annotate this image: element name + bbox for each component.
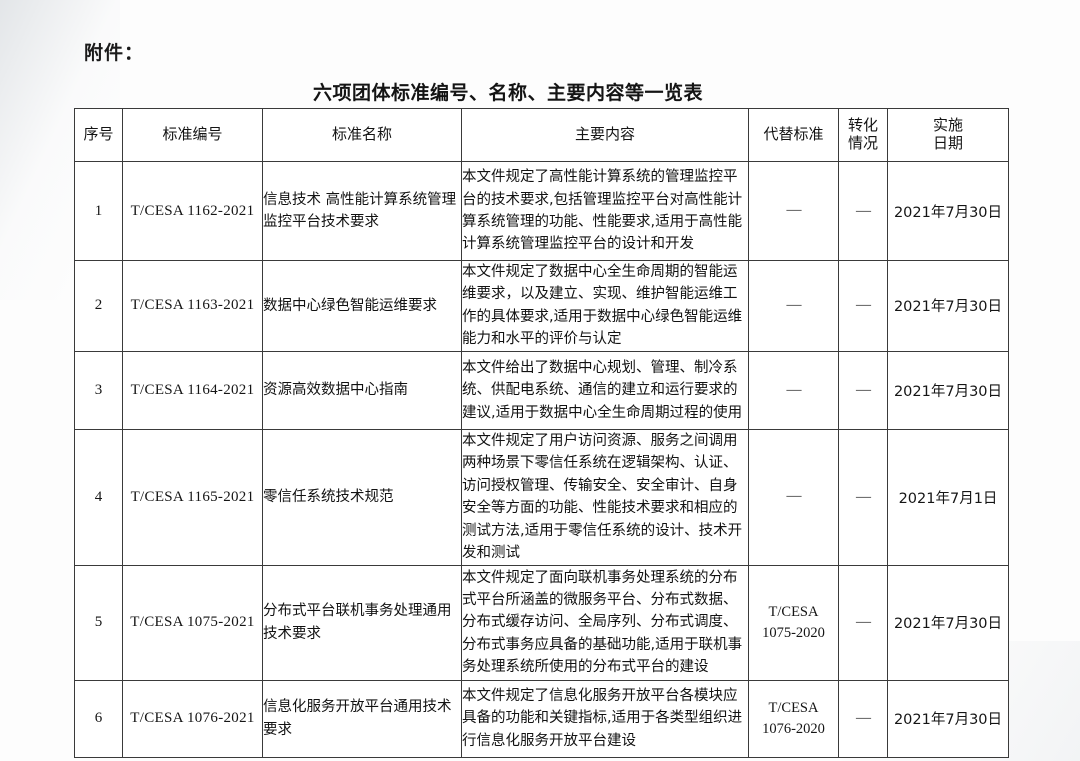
cell-name: 零信任系统技术规范 — [262, 428, 462, 566]
cell-replaced-line2: 1075-2020 — [762, 624, 825, 641]
cell-conversion-dash: — — [856, 710, 871, 727]
column-header-conversion: 转化 情况 — [838, 108, 888, 162]
cell-code: T/CESA 1164-2021 — [122, 350, 263, 430]
cell-replaced-line1: — — [786, 202, 802, 219]
cell-date: 2021年7月30日 — [887, 564, 1009, 681]
cell-name: 数据中心绿色智能运维要求 — [262, 260, 462, 352]
cell-replaced-line2: 1076-2020 — [762, 720, 825, 737]
cell-name: 信息化服务开放平台通用技术要求 — [262, 679, 462, 758]
cell-conversion: — — [838, 564, 888, 681]
cell-conversion-dash: — — [856, 297, 871, 314]
cell-replaced: — — [748, 428, 839, 566]
cell-replaced: — — [748, 161, 839, 261]
cell-replaced-line1: — — [786, 381, 802, 398]
standards-table: 序号 标准编号 标准名称 主要内容 代替标准 转化 情况 实施 日期 — [74, 108, 1009, 758]
cell-code: T/CESA 1075-2021 — [122, 564, 263, 681]
table-row: 1 T/CESA 1162-2021 信息技术 高性能计算系统管理监控平台技术要… — [74, 161, 1009, 261]
cell-content: 本文件规定了高性能计算系统的管理监控平台的技术要求,包括管理监控平台对高性能计算… — [461, 161, 749, 261]
cell-conversion-dash: — — [856, 614, 871, 631]
cell-content: 本文件给出了数据中心规划、管理、制冷系统、供配电系统、通信的建立和运行要求的建议… — [461, 350, 749, 430]
table-body: 1 T/CESA 1162-2021 信息技术 高性能计算系统管理监控平台技术要… — [74, 161, 1009, 758]
column-header-conversion-line1: 转化 — [847, 116, 878, 135]
cell-no: 6 — [74, 679, 123, 758]
cell-date: 2021年7月30日 — [887, 350, 1009, 430]
cell-code: T/CESA 1165-2021 — [122, 428, 263, 566]
cell-date: 2021年7月30日 — [887, 260, 1009, 352]
column-header-name: 标准名称 — [262, 108, 462, 162]
table-row: 5 T/CESA 1075-2021 分布式平台联机事务处理通用技术要求 本文件… — [74, 564, 1009, 681]
column-header-content: 主要内容 — [461, 108, 749, 162]
column-header-replaced: 代替标准 — [748, 108, 839, 162]
standards-table-wrapper: 序号 标准编号 标准名称 主要内容 代替标准 转化 情况 实施 日期 — [74, 108, 1009, 758]
cell-content: 本文件规定了信息化服务开放平台各模块应具备的功能和关键指标,适用于各类型组织进行… — [461, 679, 749, 758]
cell-conversion: — — [838, 350, 888, 430]
cell-replaced: — — [748, 260, 839, 352]
cell-conversion-dash: — — [856, 202, 871, 219]
table-header: 序号 标准编号 标准名称 主要内容 代替标准 转化 情况 实施 日期 — [74, 108, 1009, 162]
cell-name: 资源高效数据中心指南 — [262, 350, 462, 430]
table-row: 6 T/CESA 1076-2021 信息化服务开放平台通用技术要求 本文件规定… — [74, 679, 1009, 758]
cell-code: T/CESA 1162-2021 — [122, 161, 263, 261]
cell-replaced-line1: — — [786, 297, 802, 314]
cell-code: T/CESA 1163-2021 — [122, 260, 263, 352]
cell-replaced: T/CESA 1076-2020 — [748, 679, 839, 758]
cell-content: 本文件规定了面向联机事务处理系统的分布式平台所涵盖的微服务平台、分布式数据、分布… — [461, 564, 749, 681]
column-header-date-line1: 实施 — [932, 116, 963, 135]
column-header-no: 序号 — [74, 108, 123, 162]
cell-conversion-dash: — — [856, 488, 871, 505]
cell-no: 2 — [74, 260, 123, 352]
cell-no: 4 — [74, 428, 123, 566]
cell-replaced-line1: — — [786, 488, 802, 505]
column-header-conversion-line2: 情况 — [847, 134, 878, 152]
cell-no: 1 — [74, 161, 123, 261]
cell-date: 2021年7月1日 — [887, 428, 1009, 566]
cell-code: T/CESA 1076-2021 — [122, 679, 263, 758]
cell-conversion: — — [838, 260, 888, 352]
table-row: 3 T/CESA 1164-2021 资源高效数据中心指南 本文件给出了数据中心… — [74, 350, 1009, 430]
cell-replaced: T/CESA 1075-2020 — [748, 564, 839, 681]
column-header-date: 实施 日期 — [887, 108, 1009, 162]
cell-conversion: — — [838, 679, 888, 758]
column-header-code: 标准编号 — [122, 108, 263, 162]
cell-replaced-line1: T/CESA — [768, 603, 819, 620]
cell-conversion-dash: — — [856, 381, 871, 398]
cell-content: 本文件规定了数据中心全生命周期的智能运维要求，以及建立、实现、维护智能运维工作的… — [461, 260, 749, 352]
attachment-label: 附件： — [84, 42, 145, 64]
cell-conversion: — — [838, 428, 888, 566]
cell-name: 信息技术 高性能计算系统管理监控平台技术要求 — [262, 161, 462, 261]
table-row: 2 T/CESA 1163-2021 数据中心绿色智能运维要求 本文件规定了数据… — [74, 260, 1009, 352]
cell-name: 分布式平台联机事务处理通用技术要求 — [262, 564, 462, 681]
cell-no: 5 — [74, 564, 123, 681]
cell-conversion: — — [838, 161, 888, 261]
cell-date: 2021年7月30日 — [887, 161, 1009, 261]
cell-date: 2021年7月30日 — [887, 679, 1009, 758]
cell-content: 本文件规定了用户访问资源、服务之间调用两种场景下零信任系统在逻辑架构、认证、访问… — [461, 428, 749, 566]
table-row: 4 T/CESA 1165-2021 零信任系统技术规范 本文件规定了用户访问资… — [74, 428, 1009, 566]
cell-replaced-line1: T/CESA — [768, 699, 819, 716]
cell-replaced: — — [748, 350, 839, 430]
column-header-date-line2: 日期 — [932, 134, 963, 152]
cell-no: 3 — [74, 350, 123, 430]
page-title: 六项团体标准编号、名称、主要内容等一览表 — [312, 82, 703, 104]
table-header-row: 序号 标准编号 标准名称 主要内容 代替标准 转化 情况 实施 日期 — [74, 108, 1009, 162]
